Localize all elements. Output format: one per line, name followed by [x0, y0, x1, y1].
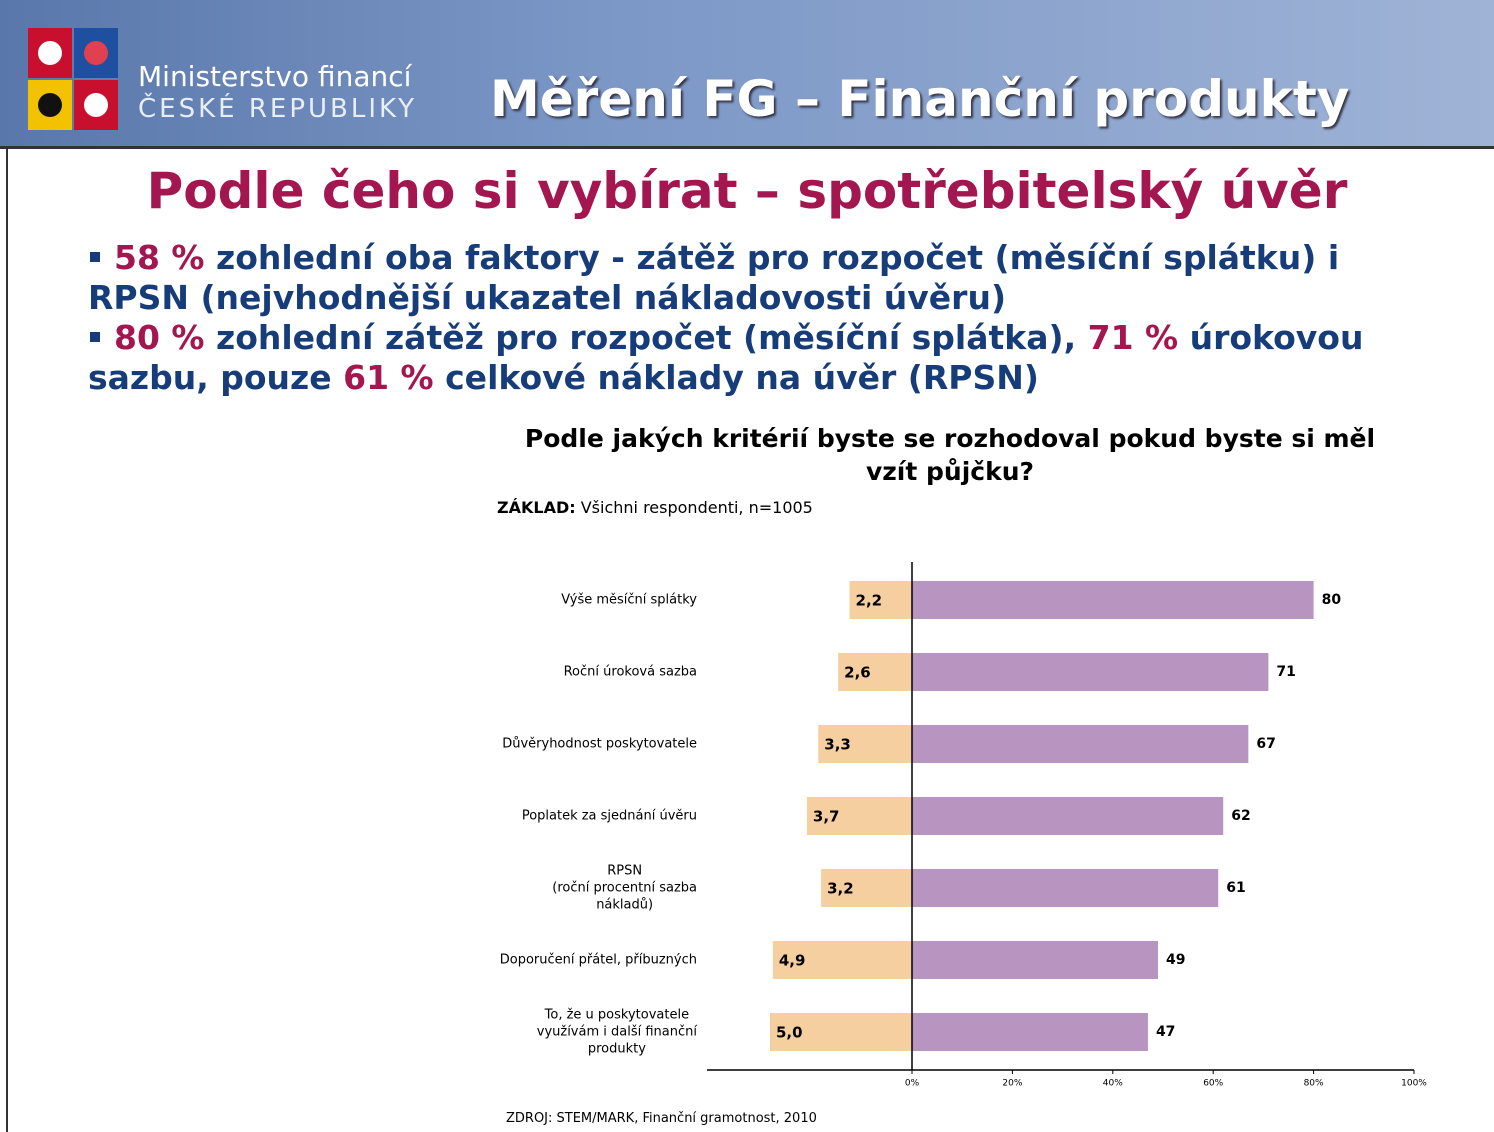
right-value-label: 61 [1226, 880, 1245, 896]
bullet-text: úrokovou sazbu, pouze [88, 318, 1364, 397]
right-value-label: 71 [1276, 664, 1295, 680]
ministry-name: Ministerstvo financí [138, 60, 412, 93]
x-tick-label: 60% [1203, 1079, 1223, 1089]
right-bar [912, 653, 1269, 691]
header: Ministerstvo financí ČESKÉ REPUBLIKY Měř… [0, 0, 1494, 149]
bullet-text: zohlední zátěž pro rozpočet (měsíční spl… [215, 318, 1077, 357]
right-bar [912, 869, 1219, 907]
right-bar [912, 725, 1249, 763]
left-value-label: 5,0 [776, 1024, 803, 1042]
left-bar [821, 869, 912, 907]
right-bar [912, 581, 1314, 619]
ministry-country: ČESKÉ REPUBLIKY [138, 94, 418, 124]
category-label: Výše měsíční splátky [561, 592, 697, 608]
slide-title: Podle čeho si vybírat – spotřebitelský ú… [146, 162, 1348, 220]
left-value-label: 4,9 [779, 952, 806, 970]
category-label: Doporučení přátel, příbuzných [499, 952, 697, 968]
left-value-label: 2,6 [844, 664, 871, 682]
left-value-label: 3,7 [813, 808, 840, 826]
x-tick-label: 40% [1103, 1079, 1123, 1089]
left-border [6, 148, 8, 1132]
right-bar [912, 797, 1224, 835]
left-bar [849, 581, 912, 619]
bullet: 80 % zohlední zátěž pro rozpočet (měsíčn… [88, 318, 1418, 398]
highlight-text: 80 % [114, 318, 205, 357]
bullet: 58 % zohlední oba faktory - zátěž pro ro… [88, 238, 1418, 318]
bullet-marker [90, 251, 100, 262]
base-text: Všichni respondenti, n=1005 [580, 498, 813, 517]
bullets: 58 % zohlední oba faktory - zátěž pro ro… [88, 238, 1418, 398]
right-value-label: 62 [1231, 808, 1250, 824]
right-value-label: 67 [1256, 736, 1275, 752]
x-tick-label: 80% [1304, 1079, 1324, 1089]
chart-title: Podle jakých kritérií byste se rozhodova… [524, 424, 1376, 486]
bullet-text: zohlední oba faktory - zátěž pro rozpoče… [88, 238, 1340, 317]
header-title: Měření FG – Finanční produkty [490, 70, 1350, 128]
left-bar [818, 725, 912, 763]
highlight-text: 58 % [114, 238, 205, 277]
left-bar [838, 653, 912, 691]
category-label: Poplatek za sjednání úvěru [521, 808, 697, 824]
category-label: Roční úroková sazba [563, 664, 697, 680]
bullet-marker [90, 331, 100, 342]
chart-source: ZDROJ: STEM/MARK, Finanční gramotnost, 2… [506, 1111, 817, 1126]
bullet-text: celkové náklady na úvěr (RPSN) [445, 358, 1039, 397]
right-bar [912, 941, 1158, 979]
right-bar [912, 1013, 1148, 1051]
category-label: Důvěryhodnost poskytovatele [502, 736, 697, 752]
right-value-label: 47 [1156, 1024, 1175, 1040]
chart-base: ZÁKLAD: Všichni respondenti, n=1005 [497, 498, 813, 517]
left-bar [806, 797, 912, 835]
emblem [28, 28, 118, 130]
base-label: ZÁKLAD: [497, 498, 576, 517]
x-tick-label: 20% [1002, 1079, 1022, 1089]
left-bar [772, 941, 912, 979]
right-value-label: 80 [1322, 592, 1342, 608]
left-bar [770, 1013, 912, 1051]
category-label: To, že u poskytovatele využívám i další … [536, 1007, 697, 1057]
x-tick-label: 100% [1401, 1079, 1427, 1089]
right-value-label: 49 [1166, 952, 1185, 968]
x-tick-label: 0% [905, 1079, 920, 1089]
category-label: RPSN (roční procentní sazba nákladů) [552, 863, 697, 913]
left-value-label: 3,3 [824, 736, 851, 754]
highlight-text: 61 % [343, 358, 434, 397]
left-value-label: 3,2 [827, 880, 854, 898]
highlight-text: 71 % [1087, 318, 1179, 357]
left-value-label: 2,2 [856, 592, 883, 610]
